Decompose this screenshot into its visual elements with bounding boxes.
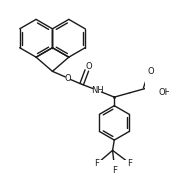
Text: F: F <box>127 159 132 168</box>
Text: F: F <box>112 166 117 176</box>
Text: OH: OH <box>159 88 169 97</box>
Text: O: O <box>85 62 92 71</box>
Text: O: O <box>148 67 154 76</box>
Text: NH: NH <box>91 86 103 95</box>
Text: O: O <box>65 74 71 83</box>
Text: F: F <box>95 159 100 168</box>
